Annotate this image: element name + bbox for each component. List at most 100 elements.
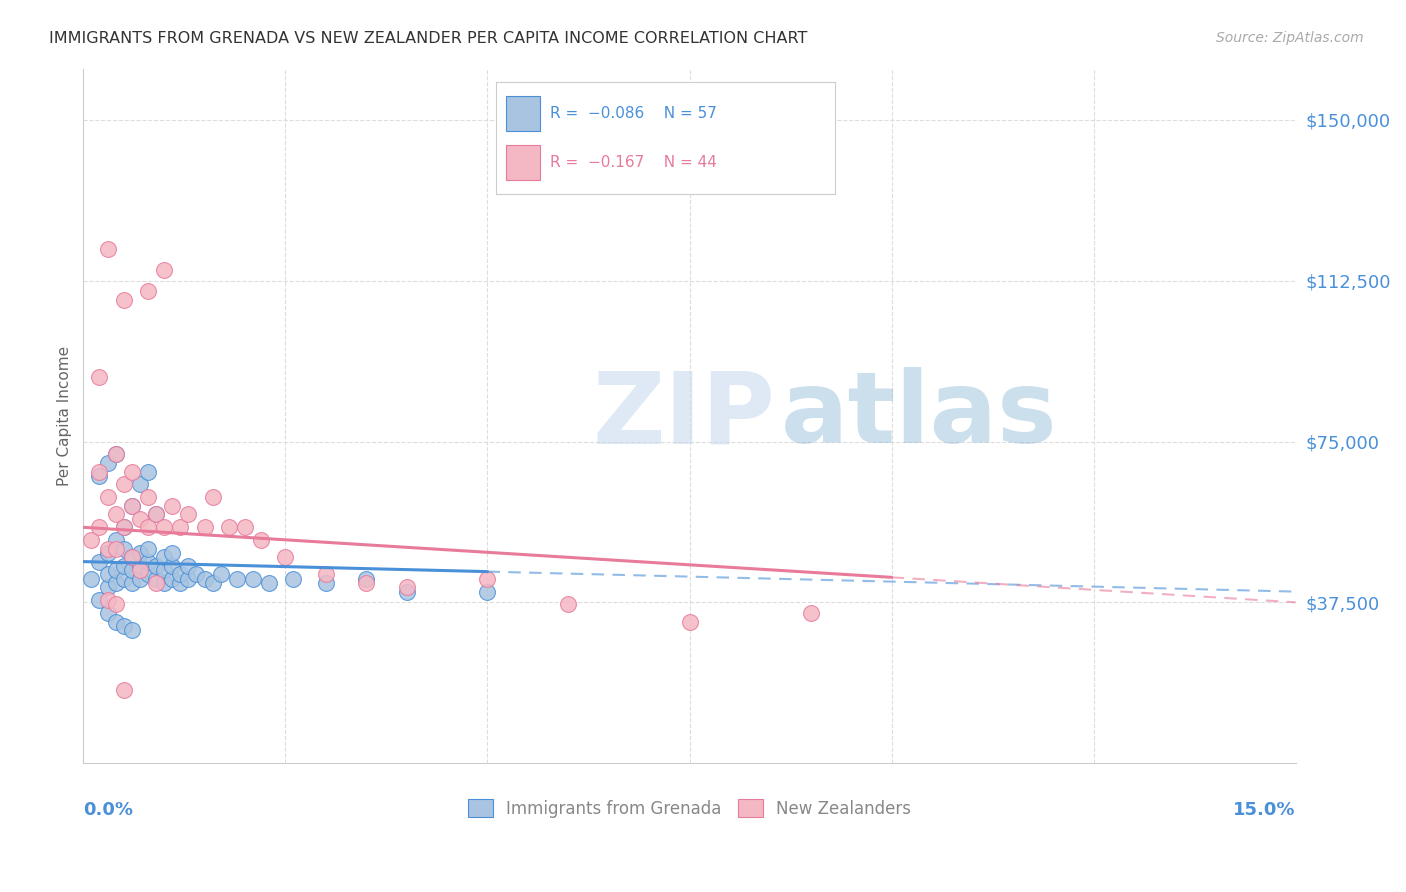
- Point: [89, 593, 111, 607]
- Point: [250, 533, 273, 548]
- Legend: Immigrants from Grenada, New Zealanders: Immigrants from Grenada, New Zealanders: [461, 793, 918, 824]
- Point: [218, 520, 240, 534]
- Point: [121, 550, 143, 565]
- Point: [89, 555, 111, 569]
- Point: [177, 508, 200, 522]
- Point: [96, 242, 118, 256]
- Point: [80, 533, 103, 548]
- Point: [257, 576, 280, 591]
- Text: 15.0%: 15.0%: [1233, 801, 1296, 820]
- Point: [128, 512, 150, 526]
- Point: [283, 572, 305, 586]
- Point: [160, 499, 183, 513]
- Point: [112, 520, 135, 534]
- Point: [128, 572, 150, 586]
- Point: [153, 550, 176, 565]
- Point: [136, 567, 159, 582]
- Point: [354, 576, 377, 591]
- Point: [136, 541, 159, 556]
- Text: Source: ZipAtlas.com: Source: ZipAtlas.com: [1216, 31, 1364, 45]
- Point: [104, 615, 127, 629]
- Point: [96, 606, 118, 620]
- Point: [112, 683, 135, 698]
- Point: [354, 572, 377, 586]
- Point: [193, 520, 215, 534]
- Point: [104, 576, 127, 591]
- Point: [160, 572, 183, 586]
- Point: [160, 558, 183, 573]
- Point: [128, 477, 150, 491]
- Point: [153, 263, 176, 277]
- Point: [193, 572, 215, 586]
- Point: [121, 563, 143, 577]
- Point: [104, 508, 127, 522]
- Point: [104, 541, 127, 556]
- Point: [104, 533, 127, 548]
- Point: [112, 541, 135, 556]
- Point: [136, 555, 159, 569]
- Point: [177, 558, 200, 573]
- Point: [96, 541, 118, 556]
- Text: 0.0%: 0.0%: [83, 801, 134, 820]
- Text: atlas: atlas: [780, 368, 1057, 465]
- Point: [145, 508, 167, 522]
- Point: [160, 546, 183, 560]
- Point: [145, 576, 167, 591]
- Point: [112, 558, 135, 573]
- Point: [136, 465, 159, 479]
- Point: [233, 520, 256, 534]
- Point: [136, 285, 159, 299]
- Point: [209, 567, 232, 582]
- Point: [477, 584, 499, 599]
- Point: [201, 491, 224, 505]
- Point: [128, 558, 150, 573]
- Point: [153, 520, 176, 534]
- Point: [104, 447, 127, 461]
- Point: [112, 520, 135, 534]
- Point: [177, 572, 200, 586]
- Point: [89, 370, 111, 384]
- Point: [96, 546, 118, 560]
- Point: [112, 619, 135, 633]
- Point: [201, 576, 224, 591]
- Point: [274, 550, 297, 565]
- Point: [96, 491, 118, 505]
- Point: [800, 606, 823, 620]
- Point: [136, 491, 159, 505]
- Point: [112, 293, 135, 307]
- Point: [96, 456, 118, 470]
- Point: [96, 567, 118, 582]
- Point: [104, 447, 127, 461]
- Point: [96, 593, 118, 607]
- Point: [242, 572, 264, 586]
- Point: [128, 563, 150, 577]
- Point: [315, 576, 337, 591]
- Point: [315, 567, 337, 582]
- Point: [225, 572, 247, 586]
- Point: [145, 558, 167, 573]
- Point: [121, 576, 143, 591]
- Point: [89, 468, 111, 483]
- Point: [145, 508, 167, 522]
- Point: [145, 572, 167, 586]
- Point: [557, 598, 579, 612]
- Point: [89, 520, 111, 534]
- Point: [112, 572, 135, 586]
- Y-axis label: Per Capita Income: Per Capita Income: [58, 346, 72, 486]
- Point: [96, 580, 118, 594]
- Point: [121, 465, 143, 479]
- Point: [169, 520, 191, 534]
- Point: [395, 580, 418, 594]
- Point: [121, 624, 143, 638]
- Point: [169, 576, 191, 591]
- Point: [80, 572, 103, 586]
- Point: [153, 576, 176, 591]
- Point: [153, 563, 176, 577]
- Point: [477, 572, 499, 586]
- Point: [104, 563, 127, 577]
- Point: [169, 567, 191, 582]
- Point: [121, 499, 143, 513]
- Point: [136, 520, 159, 534]
- Point: [121, 499, 143, 513]
- Point: [678, 615, 700, 629]
